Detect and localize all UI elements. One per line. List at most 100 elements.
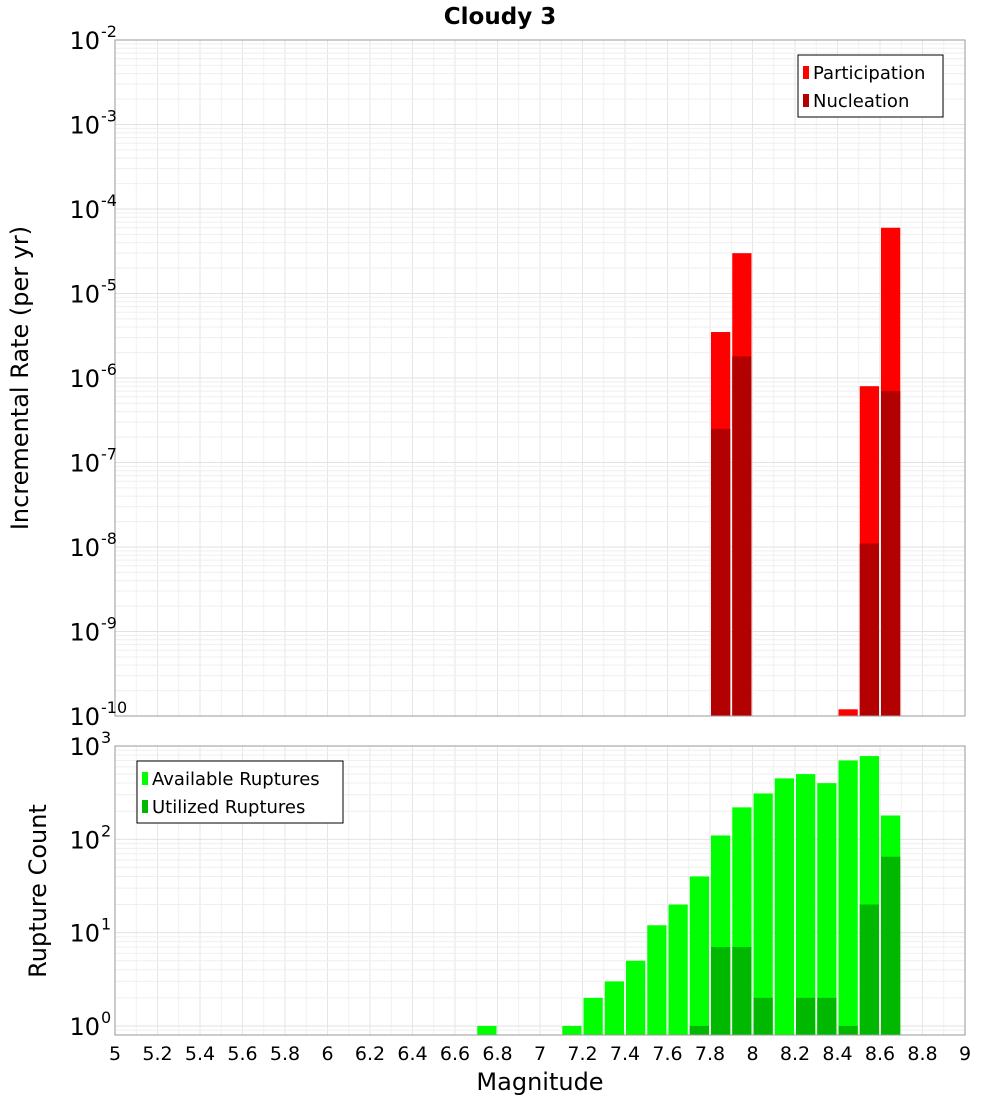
legend-swatch [803, 94, 809, 107]
count-bar-b [859, 904, 879, 1035]
rate-bar-a [838, 709, 858, 716]
rate-panel-frame [114, 39, 966, 717]
x-tick-label: 6.4 [397, 1043, 427, 1065]
y-tick-base: 10 [69, 112, 100, 140]
y-tick-base: 10 [69, 281, 100, 309]
count-bar-b [732, 947, 752, 1035]
count-bar-a [583, 997, 603, 1035]
legend-label: Utilized Ruptures [152, 797, 305, 818]
y-tick-exponent: -9 [101, 614, 117, 633]
legend-label: Available Ruptures [152, 769, 320, 790]
y-tick-base: 10 [69, 920, 100, 948]
count-panel-bars [477, 756, 901, 1035]
legend-swatch [142, 772, 148, 785]
count-bar-a [838, 760, 858, 1035]
x-tick-label: 8 [746, 1043, 758, 1065]
x-tick-label: 6.2 [355, 1043, 385, 1065]
legend-box [136, 760, 344, 824]
y-tick-exponent: -10 [101, 698, 127, 717]
x-tick-label: 8.6 [865, 1043, 895, 1065]
x-tick-label: 5.2 [142, 1043, 172, 1065]
rate-bar-b [732, 356, 752, 716]
count-bar-b [753, 997, 773, 1035]
x-tick-label: 5.6 [227, 1043, 257, 1065]
rate-panel-bars [711, 227, 901, 716]
count-axis-label: Rupture Count [24, 804, 52, 978]
rate-legend: Participation Nucleation [797, 54, 944, 118]
y-tick-label: 10 3 [69, 728, 111, 761]
x-tick-label: 8.4 [822, 1043, 852, 1065]
count-bar-a [668, 904, 688, 1035]
y-tick-base: 10 [69, 196, 100, 224]
x-tick-label: 5.4 [185, 1043, 215, 1065]
y-tick-exponent: 3 [101, 728, 111, 747]
chart-title: Cloudy 3 [444, 4, 556, 30]
x-tick-label: 8.2 [780, 1043, 810, 1065]
y-tick-base: 10 [69, 27, 100, 55]
x-tick-label: 9 [959, 1043, 971, 1065]
x-tick-label: 7.4 [610, 1043, 640, 1065]
rate-axis-label: Incremental Rate (per yr) [6, 226, 34, 530]
y-tick-base: 10 [69, 365, 100, 393]
x-tick-label: 7.6 [652, 1043, 682, 1065]
x-tick-label: 8.8 [907, 1043, 937, 1065]
count-bar-a [774, 778, 794, 1035]
rate-bar-b [881, 391, 901, 716]
rate-bar-b [859, 543, 879, 716]
count-bar-a [477, 1025, 497, 1035]
y-tick-label: 10 2 [69, 821, 111, 854]
y-tick-base: 10 [69, 619, 100, 647]
count-bar-b [817, 997, 837, 1035]
y-tick-label: 10 1 [69, 915, 111, 948]
y-tick-exponent: -4 [101, 191, 117, 210]
count-bar-b [838, 1025, 858, 1035]
y-tick-base: 10 [69, 703, 100, 731]
y-tick-label: 10 0 [69, 1008, 111, 1041]
count-bar-b [711, 947, 731, 1035]
rate-bar-b [711, 428, 731, 716]
count-bar-b [689, 1025, 709, 1035]
x-tick-label: 6.8 [482, 1043, 512, 1065]
y-tick-exponent: -2 [101, 22, 117, 41]
y-tick-label: 10 -9 [69, 614, 117, 647]
count-bar-a [626, 960, 646, 1035]
y-tick-base: 10 [69, 826, 100, 854]
y-tick-exponent: -6 [101, 360, 117, 379]
x-tick-label: 6 [321, 1043, 333, 1065]
y-tick-base: 10 [69, 1013, 100, 1041]
x-tick-label: 7 [534, 1043, 546, 1065]
y-tick-exponent: 1 [101, 915, 111, 934]
y-tick-exponent: -7 [101, 445, 117, 464]
y-tick-label: 10 -8 [69, 529, 117, 562]
count-bar-a [604, 981, 624, 1035]
y-tick-exponent: -3 [101, 107, 117, 126]
legend-swatch [142, 800, 148, 813]
count-bar-a [689, 876, 709, 1035]
count-bar-a [817, 783, 837, 1035]
y-tick-label: 10 -10 [69, 698, 127, 731]
y-tick-label: 10 -6 [69, 360, 117, 393]
y-tick-label: 10 -3 [69, 107, 117, 140]
x-axis-ticks: 5 5.2 5.4 5.6 5.8 6 6.2 6.4 6.6 6.8 7 7.2 7.4 7.6 7.8 8… [109, 1043, 971, 1065]
y-tick-base: 10 [69, 450, 100, 478]
count-bar-b [881, 856, 901, 1035]
y-tick-exponent: 2 [101, 821, 111, 840]
count-bar-a [647, 925, 667, 1035]
y-tick-base: 10 [69, 733, 100, 761]
count-bar-a [753, 793, 773, 1035]
x-tick-label: 5 [109, 1043, 121, 1065]
count-bar-b [796, 997, 816, 1035]
y-tick-label: 10 -2 [69, 22, 117, 55]
rate-panel-grid [114, 39, 966, 717]
y-tick-label: 10 -4 [69, 191, 117, 224]
legend-swatch [803, 66, 809, 79]
count-panel-frame [114, 745, 966, 1036]
legend-label: Participation [813, 63, 925, 84]
legend-label: Nucleation [813, 91, 909, 112]
count-legend: Available Ruptures Utilized Ruptures [136, 760, 344, 824]
